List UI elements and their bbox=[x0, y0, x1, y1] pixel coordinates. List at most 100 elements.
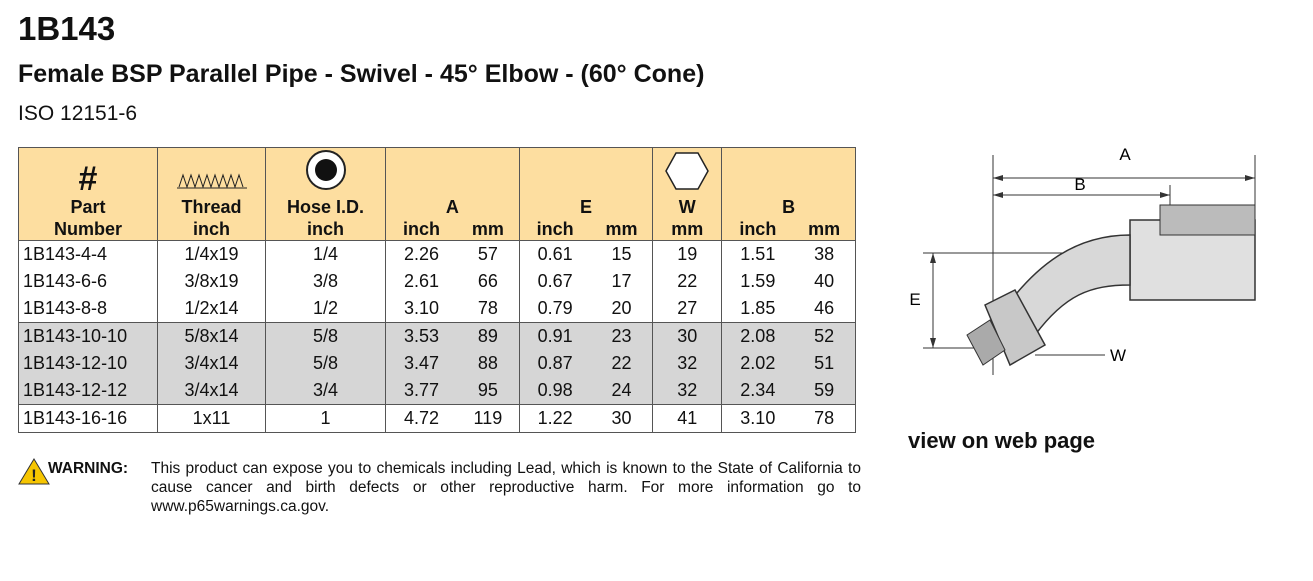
web-link[interactable]: view on web page bbox=[908, 428, 1096, 453]
table-cell: 52 bbox=[793, 322, 857, 350]
table-cell: 78 bbox=[793, 404, 857, 433]
table-cell: 3/8x19 bbox=[157, 268, 266, 295]
table-cell: 0.98 bbox=[518, 377, 591, 405]
table-cell: 95 bbox=[457, 377, 520, 405]
table-row: 1B143-8-8 1/2x14 1/2 3.10 78 0.79 20 27 1.85 46 bbox=[18, 295, 857, 323]
table-cell: 0.61 bbox=[518, 240, 591, 268]
table-cell: 2.08 bbox=[721, 322, 794, 350]
unit-header: mm bbox=[793, 218, 857, 241]
table-row: 1B143-6-6 3/8x19 3/8 2.61 66 0.67 17 22 1.59 40 bbox=[18, 268, 857, 295]
unit-header: mm bbox=[590, 218, 654, 241]
table-cell: 1/2x14 bbox=[157, 295, 266, 323]
table-cell: 40 bbox=[793, 268, 857, 295]
table-cell: 1.85 bbox=[721, 295, 794, 323]
table-cell: 27 bbox=[652, 295, 723, 323]
table-cell: 20 bbox=[590, 295, 654, 323]
table-cell: 1B143-12-12 bbox=[18, 377, 158, 405]
warning-icon: ! bbox=[18, 458, 50, 485]
subtitle: Female BSP Parallel Pipe - Swivel - 45° … bbox=[18, 60, 705, 88]
column-header: Part bbox=[18, 196, 158, 218]
table-cell: 1B143-12-10 bbox=[18, 350, 158, 377]
unit-header: inch bbox=[157, 218, 266, 241]
table-cell: 23 bbox=[590, 322, 654, 350]
dim-a: A bbox=[1119, 145, 1131, 164]
dim-b: B bbox=[1074, 175, 1085, 194]
table-cell: 1.22 bbox=[518, 404, 591, 433]
table-cell: 32 bbox=[652, 350, 723, 377]
unit-header: mm bbox=[652, 218, 723, 241]
fitting-diagram: A B E W bbox=[909, 145, 1256, 375]
table-cell: 46 bbox=[793, 295, 857, 323]
table-cell: 38 bbox=[793, 240, 857, 268]
table-cell: 24 bbox=[590, 377, 654, 405]
table-cell: 1B143-16-16 bbox=[18, 404, 158, 433]
table-cell: 4.72 bbox=[385, 404, 458, 433]
table-cell: 2.26 bbox=[385, 240, 458, 268]
table-cell: 19 bbox=[652, 240, 723, 268]
unit-header: inch bbox=[265, 218, 386, 241]
table-cell: 1B143-10-10 bbox=[18, 322, 158, 350]
table-cell: 0.79 bbox=[518, 295, 591, 323]
table-cell: 1.51 bbox=[721, 240, 794, 268]
unit-header: mm bbox=[457, 218, 520, 241]
column-header: B bbox=[721, 196, 856, 218]
table-cell: 1B143-4-4 bbox=[18, 240, 158, 268]
table-cell: 3.77 bbox=[385, 377, 458, 405]
table-cell: 30 bbox=[652, 322, 723, 350]
table-cell: 1x11 bbox=[157, 404, 266, 433]
dim-w: W bbox=[1110, 346, 1126, 365]
table-cell: 1/4 bbox=[265, 240, 386, 268]
table-cell: 3/4x14 bbox=[157, 377, 266, 405]
warning-text: This product can expose you to chemicals… bbox=[151, 460, 861, 515]
unit-header: inch bbox=[721, 218, 794, 241]
table-row: 1B143-16-16 1x11 1 4.72 119 1.22 30 41 3.10 78 bbox=[18, 404, 857, 433]
column-header: E bbox=[518, 196, 654, 218]
table-cell: 1/2 bbox=[265, 295, 386, 323]
table-cell: 32 bbox=[652, 377, 723, 405]
thread-icon bbox=[176, 173, 247, 189]
dim-e: E bbox=[909, 290, 920, 309]
table-cell: 3.53 bbox=[385, 322, 458, 350]
table-cell: 3/4 bbox=[265, 377, 386, 405]
table-cell: 51 bbox=[793, 350, 857, 377]
unit-header: inch bbox=[518, 218, 591, 241]
table-cell: 3/8 bbox=[265, 268, 386, 295]
table-cell: 66 bbox=[457, 268, 520, 295]
table-cell: 30 bbox=[590, 404, 654, 433]
table-cell: 3.10 bbox=[385, 295, 458, 323]
table-cell: 5/8 bbox=[265, 322, 386, 350]
table-cell: 5/8x14 bbox=[157, 322, 266, 350]
table-cell: 15 bbox=[590, 240, 654, 268]
hex-icon bbox=[665, 152, 710, 190]
table-row: 1B143-4-4 1/4x19 1/4 2.26 57 0.61 15 19 1.51 38 bbox=[18, 240, 857, 268]
table-cell: 3.10 bbox=[721, 404, 794, 433]
table-cell: 1B143-6-6 bbox=[18, 268, 158, 295]
table-cell: 1.59 bbox=[721, 268, 794, 295]
table-row: 1B143-12-12 3/4x14 3/4 3.77 95 0.98 24 32 2.34 59 bbox=[18, 377, 857, 405]
hash-symbol: # bbox=[18, 147, 158, 196]
warning-label: WARNING: bbox=[48, 460, 129, 477]
unit-header: inch bbox=[385, 218, 458, 241]
column-header: A bbox=[385, 196, 520, 218]
column-header: W bbox=[652, 196, 723, 218]
table-cell: 88 bbox=[457, 350, 520, 377]
table-cell: 78 bbox=[457, 295, 520, 323]
table-cell: 3.47 bbox=[385, 350, 458, 377]
table-cell: 0.67 bbox=[518, 268, 591, 295]
table-cell: 5/8 bbox=[265, 350, 386, 377]
table-cell: 2.02 bbox=[721, 350, 794, 377]
standard: ISO 12151-6 bbox=[18, 102, 138, 125]
table-cell: 1/4x19 bbox=[157, 240, 266, 268]
table-row: 1B143-12-10 3/4x14 5/8 3.47 88 0.87 22 32 2.02 51 bbox=[18, 350, 857, 377]
column-header: Thread bbox=[157, 196, 266, 218]
table-cell: 59 bbox=[793, 377, 857, 405]
table-cell: 2.61 bbox=[385, 268, 458, 295]
table-cell: 2.34 bbox=[721, 377, 794, 405]
table-cell: 22 bbox=[652, 268, 723, 295]
table-cell: 1B143-8-8 bbox=[18, 295, 158, 323]
unit-header: Number bbox=[18, 218, 158, 241]
table-cell: 89 bbox=[457, 322, 520, 350]
table-cell: 0.87 bbox=[518, 350, 591, 377]
column-header: Hose I.D. bbox=[265, 196, 386, 218]
